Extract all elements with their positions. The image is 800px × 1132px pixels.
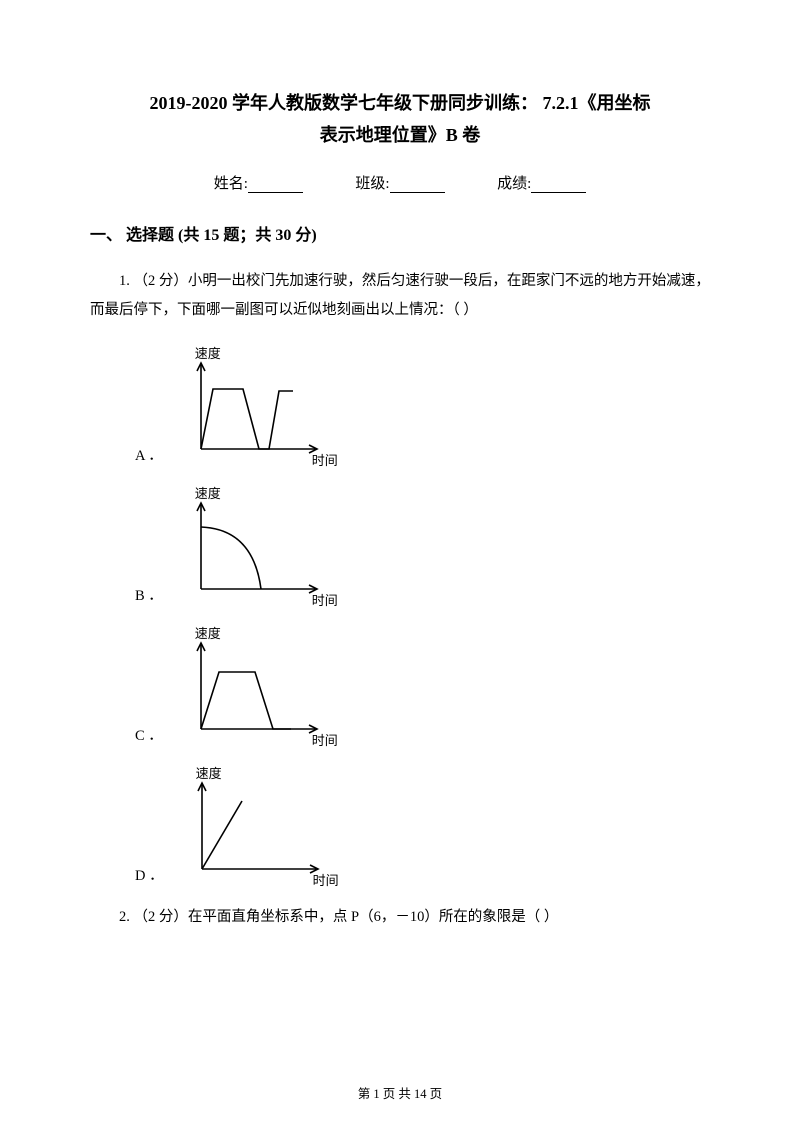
score-blank <box>531 177 586 193</box>
option-b-label: B ． <box>135 584 163 611</box>
class-blank <box>390 177 445 193</box>
option-b-row: B ． 速度 时间 <box>135 483 710 611</box>
class-label: 班级: <box>355 176 389 192</box>
question-2: 2. （2 分）在平面直角坐标系中，点 P（6，－10）所在的象限是（ ） <box>90 903 710 932</box>
chart-a-svg <box>191 359 326 461</box>
option-d-label: D ． <box>135 864 164 891</box>
option-d-row: D ． 速度 时间 <box>135 763 710 891</box>
option-c-row: C ． 速度 时间 <box>135 623 710 751</box>
chart-c-svg <box>191 639 326 741</box>
chart-a: 速度 时间 <box>173 343 338 471</box>
chart-d: 速度 时间 <box>174 763 339 891</box>
option-a-row: A ． 速度 时间 <box>135 343 710 471</box>
option-c-label: C ． <box>135 724 163 751</box>
section-title: 一、 选择题 (共 15 题；共 30 分) <box>90 221 710 245</box>
title-line2: 表示地理位置》B 卷 <box>90 121 710 147</box>
chart-b-svg <box>191 499 326 601</box>
name-label: 姓名: <box>214 176 248 192</box>
chart-c: 速度 时间 <box>173 623 338 751</box>
score-label: 成绩: <box>497 176 531 192</box>
chart-b: 速度 时间 <box>173 483 338 611</box>
chart-d-svg <box>192 779 327 881</box>
info-row: 姓名: 班级: 成绩: <box>90 172 710 193</box>
title-line1: 2019-2020 学年人教版数学七年级下册同步训练： 7.2.1《用坐标 <box>90 85 710 121</box>
name-blank <box>248 177 303 193</box>
option-a-label: A ． <box>135 444 163 471</box>
page-footer: 第 1 页 共 14 页 <box>0 1083 800 1102</box>
question-1: 1. （2 分）小明一出校门先加速行驶，然后匀速行驶一段后，在距家门不远的地方开… <box>90 267 710 325</box>
